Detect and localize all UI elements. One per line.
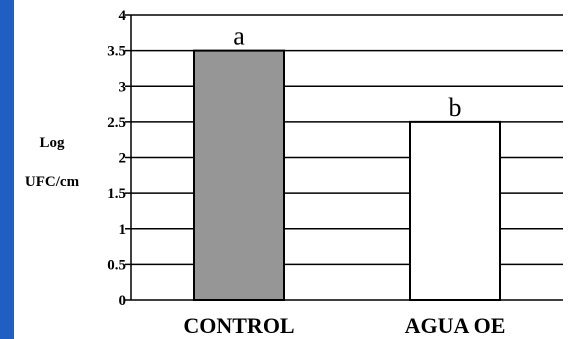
data-label: a [233, 22, 245, 51]
category-label: CONTROL [183, 313, 294, 338]
y-tick-label: 0.5 [107, 257, 126, 273]
bars [193, 49, 501, 301]
bar [193, 49, 285, 301]
data-label: b [449, 93, 462, 122]
y-tick-labels: 0 0.5 1 1.5 2 2.5 3 3.5 4 [107, 8, 126, 309]
y-tick-label: 3.5 [107, 44, 126, 60]
axes [125, 14, 563, 301]
y-tick-label: 3 [119, 79, 127, 95]
labels: Log UFC/cm a CONTROL b AGUA OE [25, 22, 506, 338]
y-tick-label: 4 [119, 8, 127, 24]
y-tick-label: 2.5 [107, 115, 126, 131]
y-tick-label: 0 [119, 293, 127, 309]
y-tick-label: 2 [119, 151, 127, 167]
bar [409, 120, 501, 301]
left-edge-bar [0, 0, 14, 339]
y-axis-label-line-2: UFC/cm [25, 174, 80, 190]
category-label: AGUA OE [405, 313, 506, 338]
y-axis-label-line-1: Log [39, 135, 65, 151]
y-tick-label: 1 [119, 222, 127, 238]
y-tick-label: 1.5 [107, 186, 126, 202]
